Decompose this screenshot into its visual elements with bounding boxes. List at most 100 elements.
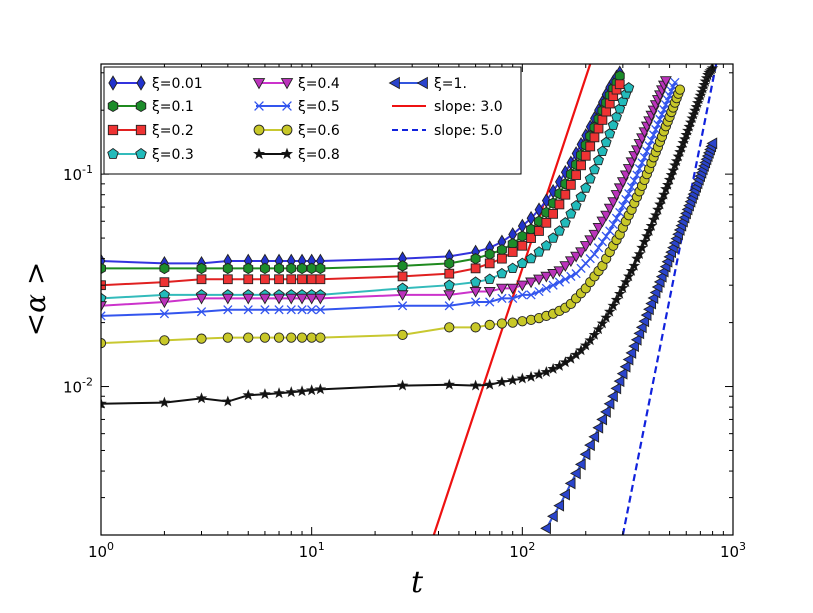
data-point xyxy=(659,76,672,87)
data-point xyxy=(610,382,622,395)
data-point xyxy=(600,311,612,323)
series-5 xyxy=(101,76,672,312)
data-point xyxy=(596,216,609,228)
data-point xyxy=(626,182,637,192)
legend-label: slope: 3.0 xyxy=(434,99,503,115)
legend-marker xyxy=(416,76,428,90)
data-point xyxy=(540,271,553,283)
data-point xyxy=(159,309,170,319)
data-point xyxy=(242,389,255,401)
data-point xyxy=(444,257,455,270)
data-point xyxy=(484,248,495,260)
data-point xyxy=(159,335,170,346)
data-point xyxy=(517,290,527,300)
data-point xyxy=(101,301,107,312)
legend-marker xyxy=(252,78,266,90)
data-point xyxy=(274,274,284,285)
legend-item: ξ=0.2 xyxy=(107,123,194,139)
data-point xyxy=(570,199,582,211)
data-point xyxy=(443,279,455,290)
data-point xyxy=(613,287,626,299)
data-point xyxy=(526,233,536,243)
legend-label: ξ=0.8 xyxy=(298,147,340,163)
data-point xyxy=(258,293,271,305)
legend-item: ξ=0.1 xyxy=(107,99,194,115)
data-point xyxy=(222,332,233,343)
data-point xyxy=(534,226,544,236)
data-point xyxy=(624,188,634,199)
data-point xyxy=(548,280,558,290)
data-point xyxy=(525,277,538,289)
data-point xyxy=(222,274,233,285)
data-point xyxy=(273,293,285,305)
data-point xyxy=(553,499,565,512)
data-point xyxy=(286,305,296,315)
data-point xyxy=(285,293,298,305)
data-point xyxy=(596,413,608,426)
data-point xyxy=(589,249,600,259)
data-point xyxy=(615,207,625,218)
data-point xyxy=(396,290,409,302)
data-point xyxy=(613,375,625,388)
data-point xyxy=(571,170,581,180)
data-point xyxy=(469,379,482,391)
data-point xyxy=(611,213,622,223)
legend-marker xyxy=(254,101,264,111)
data-point xyxy=(592,223,605,234)
legend-marker xyxy=(107,124,119,136)
legend-marker xyxy=(253,124,265,136)
data-point xyxy=(593,123,604,134)
data-point xyxy=(307,305,317,315)
data-point xyxy=(297,262,307,275)
data-point xyxy=(158,297,171,309)
data-point xyxy=(470,252,481,265)
data-point xyxy=(259,262,270,275)
data-point xyxy=(195,392,208,404)
data-point xyxy=(443,290,456,302)
data-point xyxy=(306,262,317,275)
data-point xyxy=(496,375,508,387)
data-point xyxy=(559,261,572,272)
legend-item: ξ=0.3 xyxy=(107,147,194,163)
legend-label: ξ=0.3 xyxy=(152,147,194,163)
data-point xyxy=(541,217,552,228)
data-point xyxy=(305,293,318,305)
data-point xyxy=(159,277,170,288)
data-point xyxy=(496,267,508,279)
data-point xyxy=(517,230,528,242)
legend-marker xyxy=(107,99,119,113)
data-point xyxy=(507,317,518,328)
data-point xyxy=(706,64,719,74)
data-point xyxy=(566,180,576,190)
legend-marker xyxy=(280,78,294,90)
x-tick-label: 101 xyxy=(299,540,325,561)
data-point xyxy=(196,274,207,285)
data-point xyxy=(635,321,647,334)
data-point xyxy=(559,488,570,501)
data-point xyxy=(274,262,284,275)
data-point xyxy=(243,262,254,275)
series-3 xyxy=(101,79,625,291)
data-point xyxy=(483,286,496,298)
data-point xyxy=(274,305,284,315)
data-point xyxy=(617,281,629,293)
legend-item: ξ=0.5 xyxy=(254,99,340,115)
legend-item: ξ=0.4 xyxy=(252,76,340,92)
data-point xyxy=(603,305,616,317)
data-point xyxy=(285,386,298,398)
data-point xyxy=(616,367,628,380)
data-point xyxy=(630,333,642,346)
series-7 xyxy=(101,84,686,349)
data-point xyxy=(596,145,608,157)
data-point xyxy=(603,397,615,410)
legend-label: ξ=0.1 xyxy=(152,99,194,115)
series-layer xyxy=(101,64,719,535)
data-point xyxy=(651,125,661,135)
data-point xyxy=(619,360,631,373)
data-point xyxy=(516,372,529,384)
data-point xyxy=(101,311,106,321)
data-point xyxy=(196,262,207,275)
data-point xyxy=(496,244,507,256)
data-point xyxy=(596,317,609,329)
x-tick-label: 103 xyxy=(720,540,746,561)
